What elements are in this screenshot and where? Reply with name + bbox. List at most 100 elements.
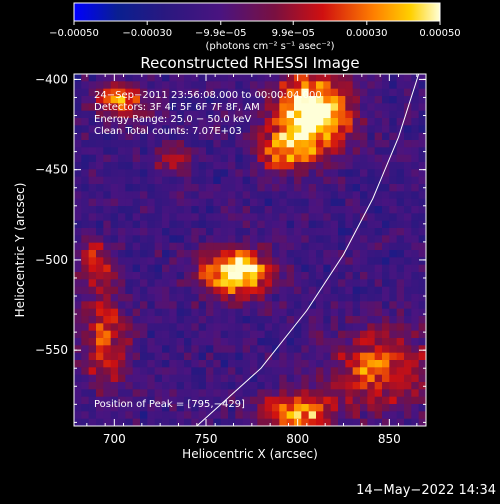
heatmap-cell [162, 220, 170, 229]
heatmap-cell [301, 382, 310, 390]
heatmap-cell [242, 279, 251, 288]
heatmap-cell [418, 213, 426, 222]
heatmap-cell [286, 411, 295, 420]
heatmap-cell [301, 360, 310, 368]
heatmap-cell [213, 228, 222, 236]
heatmap-cell [169, 118, 178, 126]
heatmap-cell [140, 382, 148, 390]
heatmap-cell [404, 169, 412, 178]
heatmap-cell [213, 154, 222, 163]
heatmap-cell [316, 360, 324, 368]
heatmap-cell [316, 264, 324, 273]
heatmap-cell [404, 81, 412, 90]
heatmap-cell [352, 308, 361, 317]
heatmap-cell [147, 250, 156, 258]
heatmap-cell [301, 198, 310, 207]
heatmap-cell [374, 184, 383, 192]
heatmap-cell [382, 286, 390, 295]
heatmap-cell [125, 198, 134, 207]
heatmap-cell [235, 294, 244, 302]
heatmap-cell [74, 242, 82, 251]
heatmap-cell [162, 367, 170, 376]
heatmap-cell [206, 338, 214, 346]
heatmap-cell [338, 125, 346, 134]
heatmap-cell [264, 162, 273, 170]
heatmap-cell [96, 418, 104, 426]
heatmap-cell [169, 162, 178, 170]
heatmap-cell [220, 220, 229, 229]
heatmap-cell [162, 169, 170, 178]
heatmap-cell [74, 396, 82, 405]
heatmap-cell [338, 301, 346, 310]
heatmap-cell [338, 338, 346, 346]
heatmap-cell [184, 286, 192, 295]
heatmap-cell [96, 301, 104, 310]
heatmap-cell [132, 140, 141, 148]
heatmap-cell [81, 250, 90, 258]
heatmap-cell [257, 374, 266, 383]
heatmap-cell [404, 162, 412, 170]
heatmap-cell [198, 198, 207, 207]
heatmap-cell [367, 367, 376, 376]
heatmap-cell [206, 74, 214, 82]
heatmap-cell [404, 360, 412, 368]
heatmap-cell [404, 294, 412, 302]
heatmap-cell [323, 404, 332, 412]
heatmap-cell [279, 228, 288, 236]
heatmap-cell [242, 411, 251, 420]
heatmap-cell [74, 411, 82, 420]
heatmap-cell [110, 264, 119, 273]
heatmap-cell [264, 125, 273, 134]
heatmap-cell [147, 308, 156, 317]
heatmap-cell [418, 352, 426, 361]
heatmap-cell [301, 191, 310, 200]
heatmap-cell [360, 279, 368, 288]
heatmap-cell [191, 250, 200, 258]
heatmap-cell [110, 206, 119, 214]
heatmap-cell [154, 404, 163, 412]
heatmap-cell [411, 418, 420, 426]
heatmap-cell [323, 257, 332, 266]
heatmap-cell [140, 213, 148, 222]
heatmap-cell [389, 235, 398, 244]
heatmap-cell [198, 125, 207, 134]
heatmap-cell [74, 382, 82, 390]
heatmap-cell [110, 323, 119, 332]
heatmap-cell [382, 411, 390, 420]
heatmap-cell [206, 404, 214, 412]
heatmap-cell [382, 162, 390, 170]
heatmap-cell [257, 279, 266, 288]
heatmap-cell [242, 140, 251, 148]
heatmap-cell [103, 96, 112, 104]
heatmap-cell [228, 294, 236, 302]
heatmap-cell [404, 228, 412, 236]
heatmap-cell [272, 411, 280, 420]
heatmap-cell [125, 118, 134, 126]
heatmap-cell [213, 272, 222, 280]
heatmap-cell [74, 257, 82, 266]
heatmap-cell [301, 279, 310, 288]
heatmap-cell [96, 118, 104, 126]
heatmap-cell [184, 88, 192, 97]
heatmap-cell [286, 81, 295, 90]
heatmap-cell [418, 88, 426, 97]
heatmap-cell [132, 286, 141, 295]
heatmap-cell [184, 162, 192, 170]
heatmap-cell [213, 374, 222, 383]
heatmap-cell [367, 389, 376, 398]
heatmap-cell [140, 411, 148, 420]
heatmap-cell [338, 294, 346, 302]
heatmap-cell [125, 140, 134, 148]
heatmap-cell [382, 389, 390, 398]
heatmap-cell [250, 169, 258, 178]
heatmap-cell [330, 352, 339, 361]
axis-ticks: 700 750 800 850−400−450−500−550 [35, 72, 426, 446]
heatmap-cell [235, 118, 244, 126]
heatmap-cell [404, 323, 412, 332]
heatmap-cell [125, 110, 134, 119]
plot-timestamp: 14−May−2022 14:34 [356, 483, 496, 498]
heatmap-cell [103, 250, 112, 258]
heatmap-cell [235, 169, 244, 178]
heatmap-cell [88, 279, 97, 288]
heatmap-cell [308, 110, 317, 119]
